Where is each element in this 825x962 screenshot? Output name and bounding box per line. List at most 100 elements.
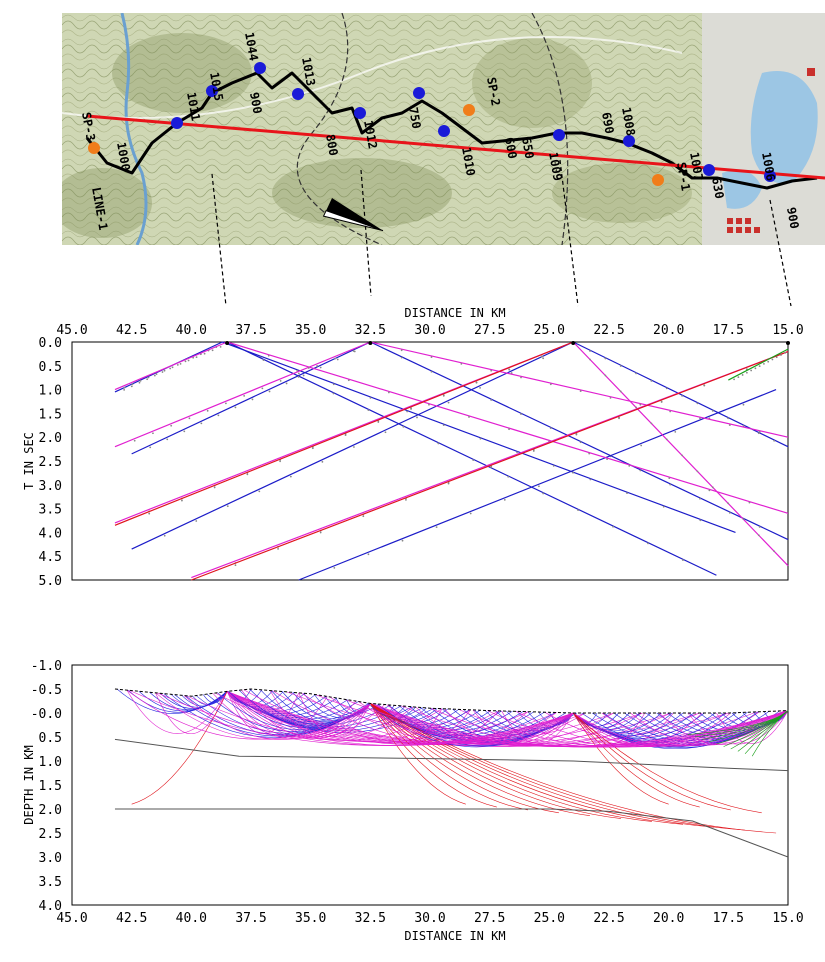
traveltime-pick-point bbox=[352, 350, 355, 352]
traveltime-pick-point bbox=[344, 434, 347, 437]
traveltime-pick-point bbox=[369, 397, 372, 399]
traveltime-pick-point bbox=[316, 365, 319, 367]
traveltime-pick-point bbox=[149, 446, 152, 449]
traveltime-pick-point bbox=[226, 505, 229, 508]
traveltime-pick-point bbox=[410, 408, 412, 410]
map-road bbox=[62, 36, 683, 119]
traveltime-pick-point bbox=[279, 460, 282, 463]
map-label-1007: 1007 bbox=[687, 151, 706, 182]
map-label-1009: 1009 bbox=[546, 151, 565, 182]
raytrace-plot-frame bbox=[71, 664, 789, 906]
connector-4 bbox=[769, 199, 792, 307]
map-svg: LINE-1 SP-3 SP-2 SP-1 1015 1011 1044 101… bbox=[62, 13, 825, 245]
traveltime-pick-point bbox=[639, 403, 642, 406]
traveltime-pick-point bbox=[604, 357, 607, 360]
traveltime-pick-point bbox=[647, 542, 649, 545]
traveltime-pick-point bbox=[146, 378, 149, 381]
traveltime-x-tick: 15.0 bbox=[772, 323, 803, 338]
traveltime-pick-point bbox=[362, 515, 365, 518]
traveltime-series-line bbox=[572, 341, 789, 567]
traveltime-pick-point bbox=[400, 356, 403, 359]
traveltime-x-tick: 35.0 bbox=[295, 323, 326, 338]
traveltime-pick-point bbox=[784, 351, 787, 354]
traveltime-pick-point bbox=[575, 433, 578, 436]
map-label-690: 690 bbox=[599, 111, 617, 135]
traveltime-pick-point bbox=[773, 439, 776, 442]
traveltime-pick-point bbox=[635, 406, 637, 409]
traveltime-pick-point bbox=[447, 401, 450, 404]
traveltime-pick-point bbox=[669, 483, 672, 486]
map-label-1000: 1000 bbox=[114, 141, 133, 172]
raytrace-x-tick: 20.0 bbox=[653, 911, 684, 926]
traveltime-pick-point bbox=[728, 511, 731, 514]
raytrace-mid-ray bbox=[227, 691, 729, 747]
traveltime-y-tick: 2.0 bbox=[39, 431, 62, 446]
raytrace-mid-ray bbox=[272, 690, 574, 744]
traveltime-y-tick: 3.5 bbox=[39, 503, 62, 518]
traveltime-pick-point bbox=[490, 466, 493, 469]
traveltime-pick-point bbox=[171, 366, 174, 369]
map-label-800: 800 bbox=[323, 133, 341, 157]
raytrace-x-tick: 27.5 bbox=[474, 911, 505, 926]
traveltime-pick-point bbox=[334, 357, 337, 360]
traveltime-pick-point bbox=[775, 356, 778, 359]
traveltime-pick-point bbox=[668, 477, 671, 480]
traveltime-pick-point bbox=[520, 376, 522, 379]
raytrace-x-label: DISTANCE IN KM bbox=[404, 929, 505, 943]
traveltime-pick-point bbox=[757, 534, 760, 537]
traveltime-pick-point bbox=[367, 553, 370, 556]
traveltime-pick-point bbox=[490, 369, 493, 372]
traveltime-pick-point bbox=[460, 363, 463, 365]
traveltime-y-label: T IN SEC bbox=[22, 432, 36, 490]
traveltime-pick-point bbox=[490, 399, 493, 401]
traveltime-pick-point bbox=[405, 499, 407, 501]
profile-line bbox=[86, 114, 825, 180]
traveltime-x-tick: 17.5 bbox=[713, 323, 744, 338]
traveltime-pick-point bbox=[437, 442, 440, 445]
traveltime-pick-point bbox=[532, 450, 535, 452]
raytrace-y-tick: 1.5 bbox=[39, 779, 62, 794]
map-lake bbox=[750, 71, 818, 184]
raytrace-deep-ray bbox=[572, 712, 762, 814]
traveltime-pick-point bbox=[234, 564, 237, 567]
traveltime-pick-point bbox=[507, 475, 510, 478]
traveltime-pick-point bbox=[665, 387, 668, 390]
raytrace-mid-ray bbox=[243, 689, 574, 744]
traveltime-pick-point bbox=[780, 354, 782, 356]
raytrace-x-tick: 25.0 bbox=[534, 911, 565, 926]
traveltime-series bbox=[114, 341, 789, 581]
traveltime-pick-point bbox=[468, 416, 470, 418]
traveltime-pick-point bbox=[206, 409, 209, 412]
traveltime-x-tick: 40.0 bbox=[176, 323, 207, 338]
raytrace-x-tick: 35.0 bbox=[295, 911, 326, 926]
raytrace-mid-ray bbox=[687, 710, 789, 745]
raytrace-mid-ray bbox=[630, 710, 789, 746]
traveltime-y-tick: 4.5 bbox=[39, 550, 62, 565]
traveltime-pick-point bbox=[589, 350, 591, 352]
map-label-sp1: SP-1 bbox=[674, 161, 693, 192]
traveltime-pick-point bbox=[589, 358, 591, 361]
traveltime-pick-point bbox=[699, 417, 701, 420]
raytrace-mid-ray bbox=[372, 703, 789, 748]
traveltime-pick-point bbox=[579, 441, 582, 444]
traveltime-pick-point bbox=[737, 376, 740, 379]
raytrace-y-tick: 3.0 bbox=[39, 851, 62, 866]
traveltime-pick-point bbox=[428, 403, 430, 406]
traveltime-pick-point bbox=[742, 403, 745, 406]
raytrace-mid-ray bbox=[212, 693, 371, 739]
traveltime-x-tick: 42.5 bbox=[116, 323, 147, 338]
traveltime-series-line bbox=[226, 341, 717, 576]
traveltime-pick-point bbox=[296, 369, 299, 372]
traveltime-pick-point bbox=[542, 492, 545, 495]
traveltime-pick-point bbox=[161, 371, 164, 373]
raytrace-y-tick: -0.0 bbox=[31, 707, 62, 722]
traveltime-pick-point bbox=[181, 499, 183, 502]
traveltime-pick-point bbox=[472, 459, 475, 462]
map-label-1015: 1015 bbox=[207, 71, 226, 102]
map-label-900: 900 bbox=[247, 91, 265, 115]
traveltime-pick-point bbox=[176, 364, 179, 366]
traveltime-pick-point bbox=[307, 367, 310, 369]
raytrace-green-ray bbox=[687, 710, 789, 735]
traveltime-pick-point bbox=[321, 460, 324, 463]
map-label-900b: 900 bbox=[784, 206, 802, 230]
